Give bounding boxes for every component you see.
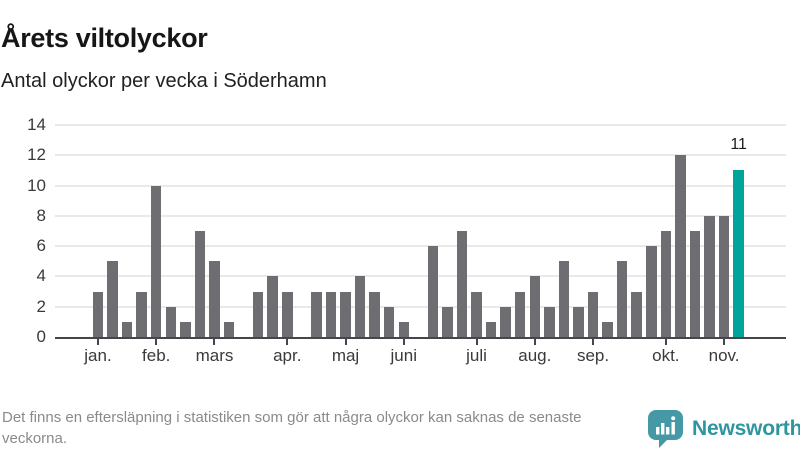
bar-week-9: [209, 261, 220, 337]
bar-week-8: [194, 231, 206, 337]
bar-week-35: [587, 291, 599, 337]
x-axis-line: [55, 337, 786, 339]
x-axis-label-apr.: apr.: [273, 346, 302, 365]
x-axis-tick-feb.: [155, 339, 158, 345]
bar-week-3: [121, 321, 133, 337]
y-axis-label-2: 2: [36, 296, 46, 316]
x-axis-tick-juni: [402, 339, 405, 345]
x-axis-label-mars: mars: [195, 346, 234, 365]
page-title: Årets viltolyckor: [1, 23, 208, 54]
y-axis-label-6: 6: [36, 236, 46, 256]
y-axis-label-4: 4: [36, 266, 46, 286]
bar-week-31: [529, 276, 541, 337]
bar-week-6: [165, 306, 177, 337]
y-axis-label-14: 14: [27, 115, 46, 134]
bar-week-20: [369, 291, 380, 337]
bar-week-22: [398, 321, 409, 337]
bar-week-37: [616, 261, 628, 337]
bar-week-44: [718, 215, 730, 337]
gridline-4: [55, 275, 786, 278]
x-axis-tick-juli: [475, 339, 478, 345]
bar-week-36: [602, 321, 613, 337]
newsworthy-logo-text: Newsworthy: [692, 417, 800, 440]
bar-week-33: [558, 261, 570, 337]
bar-week-1: [92, 291, 104, 337]
bar-week-2: [107, 261, 118, 337]
bar-week-17: [325, 291, 337, 337]
x-axis-tick-aug.: [533, 339, 536, 345]
x-axis-label-sep.: sep.: [576, 346, 610, 365]
x-axis-tick-nov.: [723, 339, 726, 345]
chart-subtitle: Antal olyckor per vecka i Söderhamn: [1, 70, 327, 92]
gridline-10: [55, 184, 786, 187]
gridline-8: [55, 214, 786, 217]
bar-week-16: [311, 291, 322, 337]
gridline-12: [55, 154, 786, 157]
newsworthy-logo[interactable]: Newsworthy: [648, 410, 800, 448]
x-axis-label-juli: juli: [466, 346, 487, 365]
y-axis-label-0: 0: [36, 327, 46, 346]
x-axis-tick-apr.: [286, 339, 289, 345]
x-axis-label-jan.: jan.: [84, 346, 112, 365]
x-axis-label-okt.: okt.: [652, 346, 680, 365]
bar-week-42: [689, 231, 701, 337]
x-axis-label-feb.: feb.: [142, 346, 171, 365]
bar-week-29: [500, 306, 511, 337]
gridline-2: [55, 305, 786, 308]
bar-week-43: [704, 215, 715, 337]
bar-week-21: [383, 306, 395, 337]
bar-week-38: [631, 291, 642, 337]
bar-week-26: [456, 231, 468, 337]
bar-week-4: [136, 291, 147, 337]
bar-week-7: [180, 321, 191, 337]
bar-week-18: [340, 291, 351, 337]
bar-week-34: [573, 306, 584, 337]
bar-week-12: [252, 291, 264, 337]
x-axis-tick-sep.: [592, 339, 595, 345]
bar-week-30: [514, 291, 526, 337]
bar-week-28: [485, 321, 497, 337]
x-axis-label-aug.: aug.: [518, 346, 552, 365]
bar-week-40: [660, 231, 672, 337]
x-axis-tick-jan.: [97, 339, 99, 345]
x-axis-tick-okt.: [664, 339, 667, 345]
x-axis-tick-mars: [213, 339, 216, 345]
bar-chart: 0 2 4 6 8 10 12 14 jan. feb. mars apr. maj juni juli au…: [27, 115, 786, 365]
y-axis-label-10: 10: [27, 175, 46, 195]
y-axis-label-8: 8: [36, 205, 46, 225]
bar-week-27: [471, 291, 482, 337]
bar-week-32: [544, 306, 555, 337]
bar-week-14: [282, 291, 293, 337]
bar-week-10: [223, 321, 235, 337]
x-axis-label-juni: juni: [390, 346, 417, 365]
bar-week-5: [150, 185, 162, 337]
value-label: 11: [730, 136, 747, 154]
x-axis-tick-maj: [344, 339, 347, 345]
footnote: Det finns en eftersläpning i statistiken…: [2, 409, 582, 447]
newsworthy-logo-icon: [648, 410, 683, 448]
bar-week-45: [733, 170, 744, 337]
bar-week-19: [354, 276, 366, 337]
bar-week-39: [646, 246, 657, 337]
gridline-14: [55, 124, 786, 126]
gridline-6: [55, 245, 786, 248]
bar-week-24: [427, 246, 439, 337]
x-axis-label-maj: maj: [331, 346, 360, 365]
y-axis-label-12: 12: [27, 145, 46, 165]
bar-week-25: [442, 306, 453, 337]
bar-week-41: [675, 155, 686, 337]
x-axis-label-nov.: nov.: [708, 346, 740, 365]
bar-week-13: [267, 276, 278, 337]
